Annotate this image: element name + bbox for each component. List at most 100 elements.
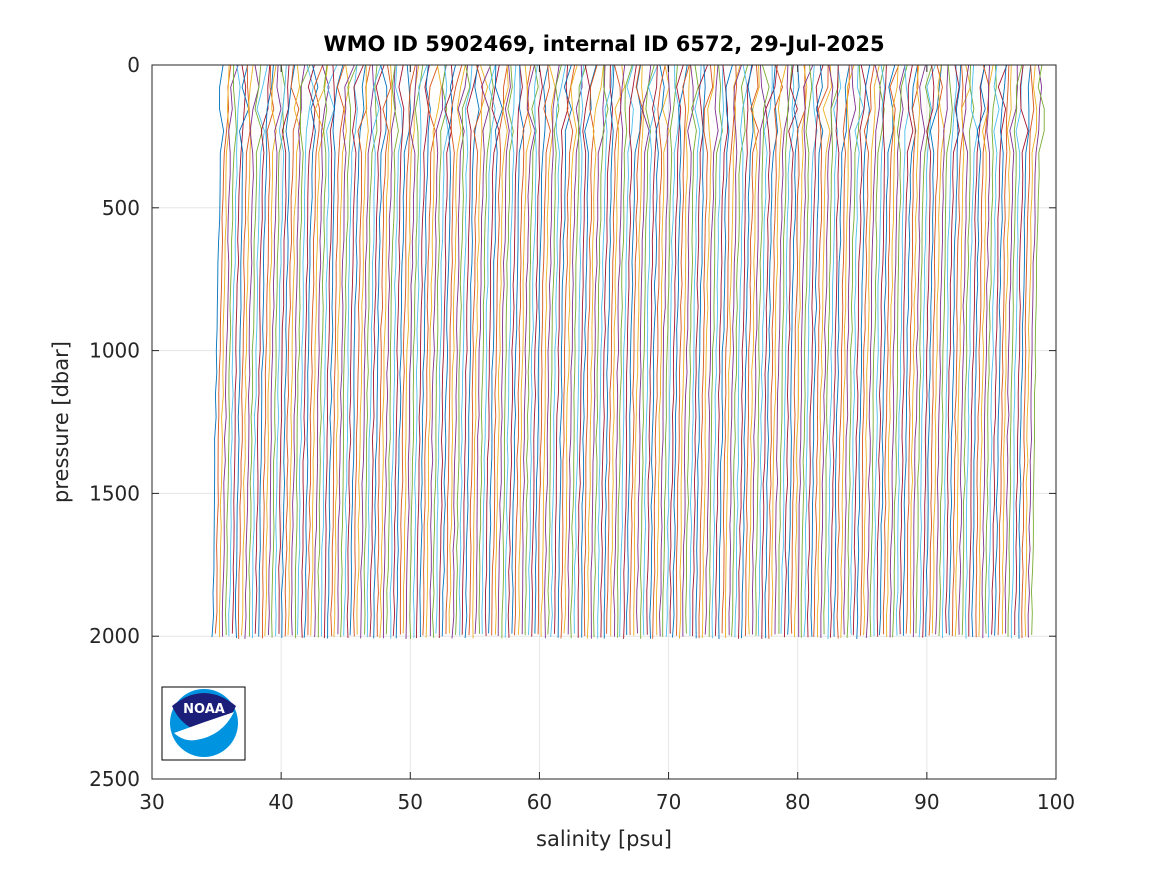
profile-line xyxy=(333,64,350,638)
x-tick-label: 30 xyxy=(139,790,164,814)
profile-line xyxy=(547,64,562,635)
profile-line xyxy=(899,64,914,635)
profile-line xyxy=(682,64,694,637)
profile-line xyxy=(577,64,591,638)
profile-line xyxy=(928,64,943,636)
y-tick-label: 1000 xyxy=(89,339,140,363)
profile-line xyxy=(517,64,532,635)
profile-line xyxy=(823,64,839,635)
profile-line xyxy=(731,64,749,637)
profile-line xyxy=(833,64,850,637)
profile-line xyxy=(534,64,549,634)
profile-line xyxy=(1021,64,1035,639)
profile-line xyxy=(665,64,680,637)
profile-line xyxy=(419,64,431,638)
profile-line xyxy=(231,64,247,634)
profile-line xyxy=(468,64,484,636)
profile-line xyxy=(816,64,832,638)
profile-line xyxy=(1001,64,1012,635)
profile-line xyxy=(613,64,626,637)
profile-line xyxy=(320,64,338,637)
profile-line xyxy=(537,64,551,635)
profile-line xyxy=(297,64,314,635)
profile-line xyxy=(692,64,709,637)
profile-line xyxy=(997,64,1010,636)
profile-line xyxy=(248,64,263,637)
profile-line xyxy=(642,64,659,636)
profile-line xyxy=(820,64,834,638)
profile-line xyxy=(965,64,979,639)
profile-line xyxy=(389,64,403,639)
profile-line xyxy=(524,64,539,636)
profile-line xyxy=(752,64,767,635)
profile-line xyxy=(925,64,943,637)
profile-line xyxy=(803,64,818,637)
profile-line xyxy=(281,64,296,638)
profile-line xyxy=(376,64,392,637)
logo-bird-wing xyxy=(174,712,234,741)
profile-line xyxy=(317,64,328,638)
profile-line xyxy=(264,64,277,637)
profile-line xyxy=(915,64,933,634)
profile-line xyxy=(941,64,957,639)
profile-line xyxy=(343,64,358,636)
profile-line xyxy=(1004,64,1018,634)
profile-line xyxy=(778,64,793,635)
profile-line xyxy=(567,64,583,635)
profile-line xyxy=(994,64,1007,636)
profile-line xyxy=(278,64,290,634)
profile-line xyxy=(718,64,733,640)
x-tick-label: 100 xyxy=(1037,790,1075,814)
profile-line xyxy=(507,64,523,638)
profile-line xyxy=(402,64,420,634)
profile-line xyxy=(623,64,637,639)
profile-line xyxy=(593,64,609,638)
x-ticks: 30 40 50 60 70 80 90 100 xyxy=(139,65,1075,814)
profile-line xyxy=(244,64,260,639)
profile-line xyxy=(461,64,479,635)
profile-line xyxy=(214,64,232,634)
profile-line xyxy=(488,64,503,634)
profile-line xyxy=(267,64,282,636)
profile-line xyxy=(968,64,986,637)
profile-line xyxy=(241,64,254,636)
profile-line xyxy=(827,64,842,640)
profile-line xyxy=(813,64,829,637)
profile-line xyxy=(474,64,492,634)
profile-line xyxy=(294,64,311,639)
profile-line xyxy=(218,64,230,638)
profile-line xyxy=(662,64,678,637)
profile-line xyxy=(771,64,787,637)
profile-line xyxy=(307,64,324,636)
profile-line xyxy=(790,64,806,634)
profile-line xyxy=(961,64,975,636)
profile-line xyxy=(337,64,355,635)
profile-line xyxy=(912,64,926,638)
profile-line xyxy=(497,64,511,637)
profile-line xyxy=(987,64,1000,638)
profile-line xyxy=(619,64,634,637)
profile-line xyxy=(755,64,770,636)
profile-line xyxy=(284,64,300,637)
profile-line xyxy=(554,64,569,634)
profile-line xyxy=(597,64,614,639)
profile-line xyxy=(314,64,330,638)
profile-line xyxy=(425,64,442,638)
profile-line xyxy=(978,64,994,637)
profile-line xyxy=(369,64,385,637)
profile-line xyxy=(655,64,670,636)
x-tick-label: 80 xyxy=(785,790,810,814)
profile-line xyxy=(340,64,358,638)
profile-line xyxy=(581,64,597,638)
x-axis-label: salinity [psu] xyxy=(536,827,672,851)
profile-line xyxy=(448,64,466,634)
profile-line xyxy=(1010,64,1024,639)
profile-line xyxy=(583,64,598,637)
profile-line xyxy=(807,64,824,638)
profile-line xyxy=(1027,64,1043,638)
profile-line xyxy=(438,64,454,638)
profile-line xyxy=(708,64,723,637)
profile-line xyxy=(714,64,729,636)
profile-line xyxy=(616,64,633,638)
